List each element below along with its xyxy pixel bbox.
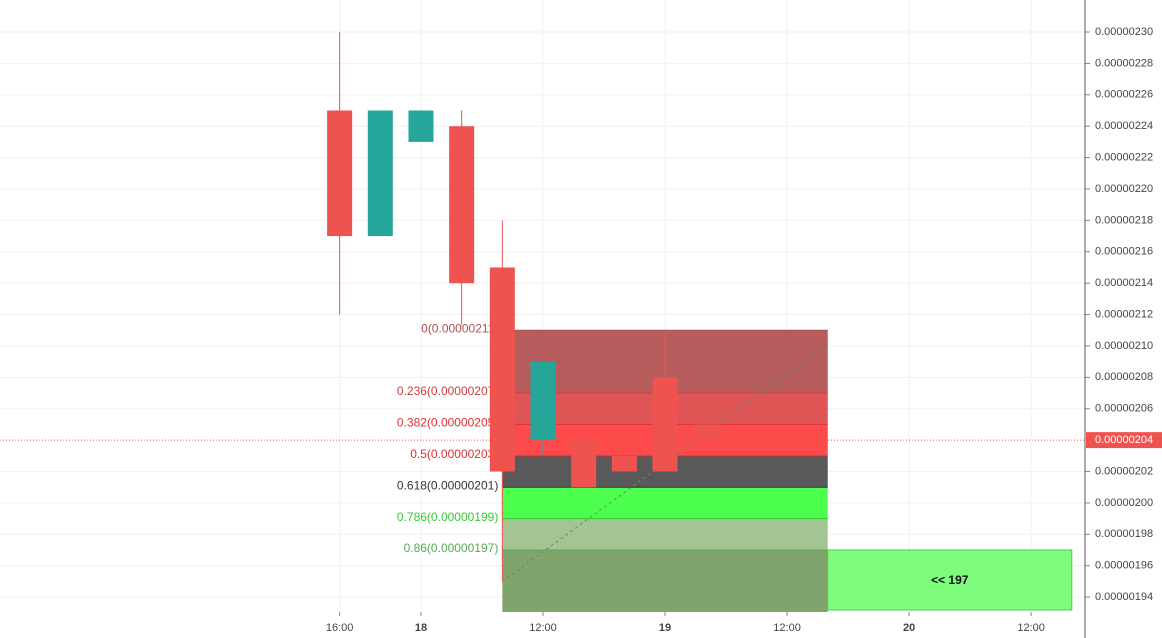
- x-tick-label: 12:00: [529, 622, 557, 634]
- x-tick-label: 12:00: [773, 622, 801, 634]
- y-tick-label: 0.00000200: [1095, 497, 1153, 509]
- candle-body: [693, 424, 719, 441]
- y-tick-label: 0.00000230: [1095, 26, 1153, 38]
- fib-label: 0.86(0.00000197): [404, 541, 499, 555]
- y-tick-label: 0.00000202: [1095, 465, 1153, 477]
- candle-body: [327, 110, 353, 237]
- fib-label: 0.382(0.00000205): [397, 416, 498, 430]
- target-label: << 197: [931, 573, 969, 587]
- fib-label: 0.786(0.00000199): [397, 510, 498, 524]
- target-box: [827, 549, 1073, 611]
- fib-label: 0.236(0.00000207): [397, 384, 498, 398]
- fib-label: 0.5(0.00000203): [410, 447, 498, 461]
- y-tick-label: 0.00000222: [1095, 151, 1153, 163]
- candle-body: [367, 110, 393, 237]
- last-price-tag: [1086, 432, 1162, 449]
- fib-band: [502, 487, 828, 519]
- x-tick-label: 20: [903, 622, 915, 634]
- y-tick-label: 0.00000210: [1095, 340, 1153, 352]
- y-tick-label: 0.00000194: [1095, 591, 1153, 603]
- candle-body: [652, 377, 678, 472]
- y-tick-label: 0.00000218: [1095, 214, 1153, 226]
- x-tick-label: 12:00: [1017, 622, 1045, 634]
- fib-label: 0(0.00000211): [421, 321, 498, 335]
- y-tick-label: 0.00000206: [1095, 403, 1153, 415]
- candle-body: [571, 440, 597, 488]
- fib-band: [502, 518, 828, 550]
- trend-line: [502, 343, 829, 582]
- fib-band: [502, 549, 828, 612]
- x-tick-label: 19: [659, 622, 671, 634]
- x-tick-label: 16:00: [326, 622, 354, 634]
- y-tick-label: 0.00000196: [1095, 560, 1153, 572]
- y-tick-label: 0.00000228: [1095, 57, 1153, 69]
- candle-body: [611, 455, 637, 472]
- x-tick-label: 18: [415, 622, 427, 634]
- y-tick-label: 0.00000208: [1095, 371, 1153, 383]
- candle-body: [449, 126, 475, 284]
- y-tick-label: 0.00000198: [1095, 528, 1153, 540]
- candle-body: [489, 267, 515, 472]
- y-tick-label: 0.00000216: [1095, 246, 1153, 258]
- y-tick-label: 0.00000214: [1095, 277, 1153, 289]
- y-tick-label: 0.00000220: [1095, 183, 1153, 195]
- candle-body: [408, 110, 434, 142]
- y-tick-label: 0.00000212: [1095, 308, 1153, 320]
- y-tick-label: 0.00000224: [1095, 120, 1153, 132]
- candle-body: [530, 361, 556, 441]
- y-tick-label: 0.00000226: [1095, 89, 1153, 101]
- fib-label: 0.618(0.00000201): [397, 478, 498, 492]
- last-price-label: 0.00000204: [1095, 434, 1153, 446]
